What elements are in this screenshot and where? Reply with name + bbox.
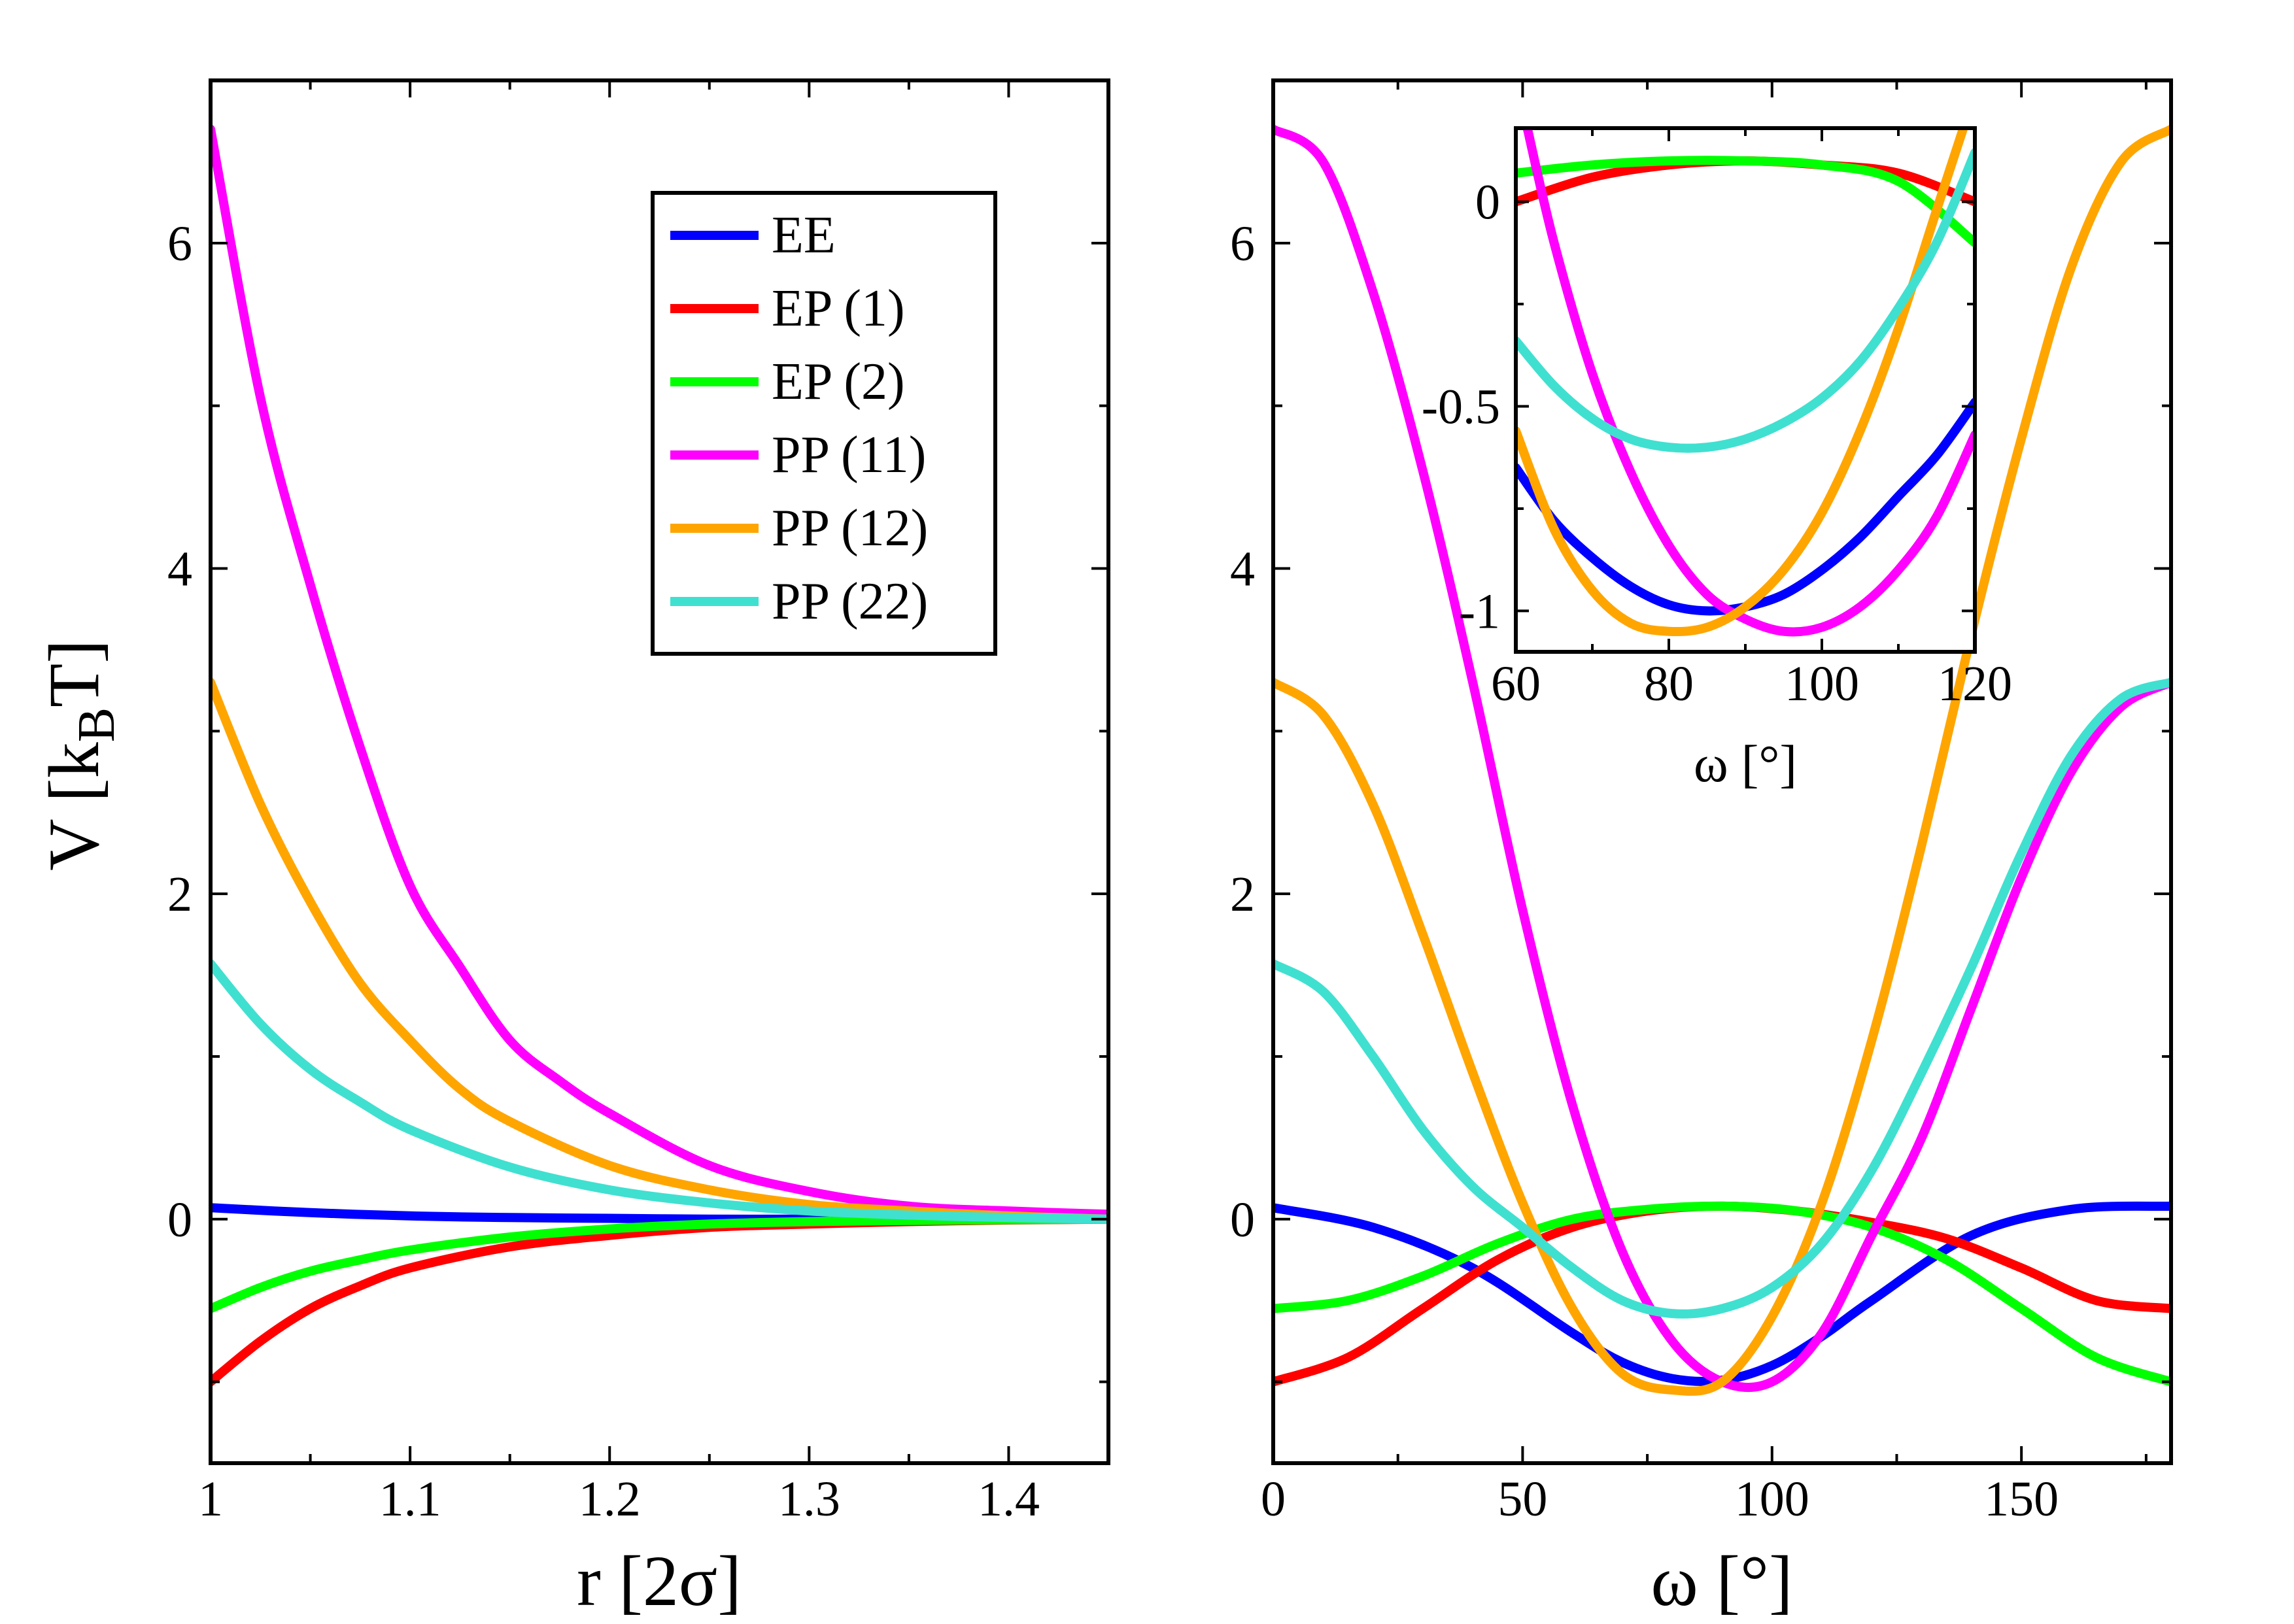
inset-x-tick-label: 60 xyxy=(1491,656,1541,711)
legend-label-ep-1: EP (1) xyxy=(772,280,905,337)
left-x-tick-label: 1.1 xyxy=(379,1472,441,1527)
inset-series-pp-11 xyxy=(1522,128,1975,637)
right-y-tick-label: 2 xyxy=(1230,867,1255,922)
left-series-pp-11 xyxy=(211,124,1108,1219)
right-y-tick-label: 0 xyxy=(1230,1193,1255,1247)
inset-series-pp-22 xyxy=(1516,148,1975,453)
right-x-axis-label: ω [°] xyxy=(1651,1541,1792,1621)
legend-label-pp-12: PP (12) xyxy=(772,499,928,557)
left-y-tick-label: 0 xyxy=(167,1193,192,1247)
legend-label-pp-11: PP (11) xyxy=(772,426,926,484)
inset-series-ep-2 xyxy=(1516,156,1975,248)
left-ticks: 1 1.1 1.2 1.3 1.4 0 2 4 6 xyxy=(167,80,1108,1527)
inset-x-tick-label: 120 xyxy=(1938,656,2012,711)
left-x-tick-label: 1.4 xyxy=(978,1472,1040,1527)
inset-x-tick-label: 80 xyxy=(1644,656,1694,711)
inset-y-tick-label: -0.5 xyxy=(1422,380,1500,435)
inset-x-tick-label: 100 xyxy=(1785,656,1859,711)
left-x-tick-label: 1 xyxy=(198,1472,223,1527)
left-series-pp-22 xyxy=(211,959,1108,1224)
inset-curves xyxy=(1516,128,1975,637)
legend-label-pp-22: PP (22) xyxy=(772,573,928,630)
inset-plot: 60 80 100 120 -1 -0.5 0 ω [°] xyxy=(1422,126,2012,793)
right-series-ep-2 xyxy=(1273,1201,2171,1387)
inset-x-axis-label: ω [°] xyxy=(1694,736,1797,793)
left-y-axis-label: V [kBT] xyxy=(34,639,126,871)
left-panel: 1 1.1 1.2 1.3 1.4 0 2 4 6 r [2σ] V [kBT] EE EP (1… xyxy=(34,78,1110,1621)
legend-box xyxy=(651,191,997,656)
right-curves xyxy=(1273,124,2171,1396)
right-panel: 0 50 100 150 0 2 4 6 ω [°] 60 80 100 120 -1 -0.5 0 ω … xyxy=(1230,78,2173,1621)
right-x-tick-label: 0 xyxy=(1261,1472,1286,1527)
legend-entries: EE EP (1) EP (2) PP (11) PP (12) PP (22) xyxy=(670,207,928,630)
left-y-tick-label: 2 xyxy=(167,867,192,922)
inset-y-tick-label: 0 xyxy=(1475,175,1500,230)
right-series-pp-12 xyxy=(1273,124,2171,1396)
left-x-axis-label: r [2σ] xyxy=(577,1541,742,1621)
left-x-tick-label: 1.2 xyxy=(579,1472,641,1527)
left-curves xyxy=(211,124,1108,1387)
left-y-tick-label: 4 xyxy=(167,541,192,596)
right-series-pp-11 xyxy=(1273,124,2171,1393)
right-x-tick-label: 50 xyxy=(1498,1472,1547,1527)
legend: EE EP (1) EP (2) PP (11) PP (12) PP (22) xyxy=(651,191,997,656)
right-series-pp-22 xyxy=(1273,677,2171,1319)
right-ticks: 0 50 100 150 0 2 4 6 xyxy=(1230,80,2171,1527)
left-x-tick-label: 1.3 xyxy=(778,1472,840,1527)
inset-ticks: 60 80 100 120 -1 -0.5 0 xyxy=(1422,128,2012,711)
right-plot-frame xyxy=(1271,78,2173,1465)
legend-label-ep-2: EP (2) xyxy=(772,353,905,411)
right-y-tick-label: 4 xyxy=(1230,541,1255,596)
right-y-tick-label: 6 xyxy=(1230,216,1255,271)
legend-label-ee: EE xyxy=(772,207,836,264)
right-x-tick-label: 150 xyxy=(1984,1472,2059,1527)
right-x-tick-label: 100 xyxy=(1735,1472,1809,1527)
left-y-tick-label: 6 xyxy=(167,216,192,271)
inset-y-tick-label: -1 xyxy=(1459,584,1500,639)
left-plot-frame xyxy=(209,78,1110,1465)
